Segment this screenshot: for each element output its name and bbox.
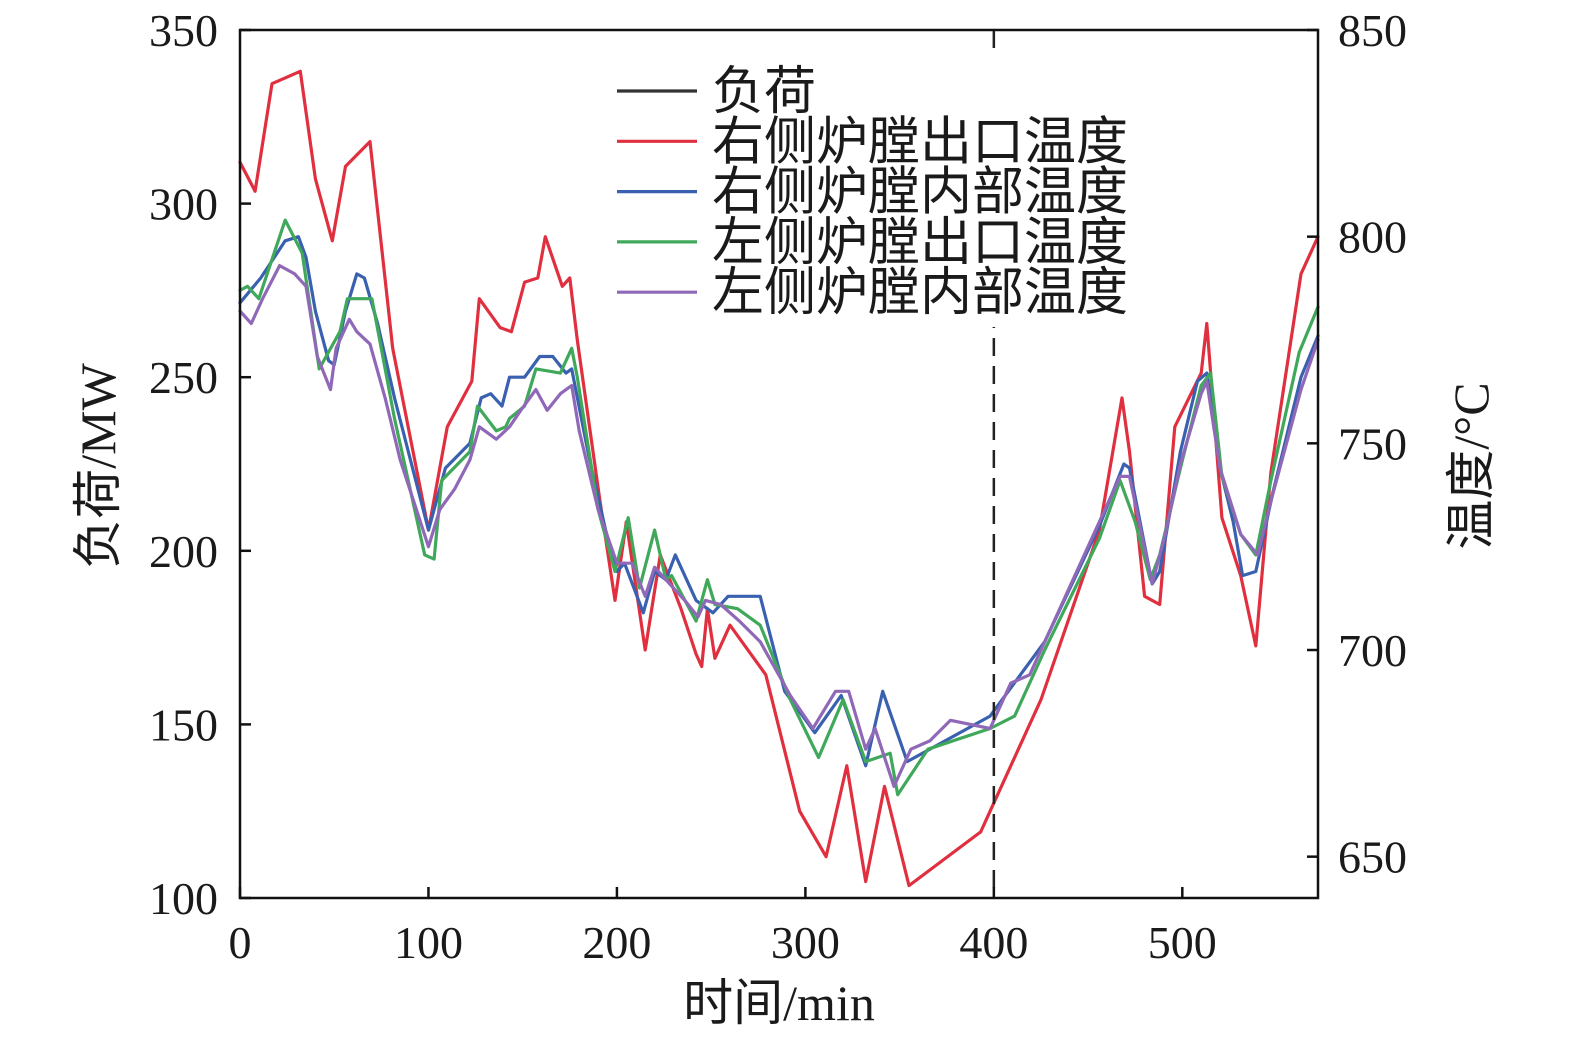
legend-label: 负荷 bbox=[712, 64, 816, 121]
x-tick-label: 100 bbox=[394, 917, 463, 968]
y-tick-label: 200 bbox=[149, 526, 218, 577]
left-furnace-inner-temp-line bbox=[238, 264, 1320, 789]
legend-label: 右侧炉膛内部温度 bbox=[712, 165, 1128, 222]
x-tick-label: 200 bbox=[582, 917, 651, 968]
x-tick-label: 500 bbox=[1148, 917, 1217, 968]
plot-frame bbox=[238, 28, 1320, 900]
legend-background bbox=[605, 52, 1157, 327]
y-tick-label: 250 bbox=[149, 352, 218, 403]
x-tick-label: 0 bbox=[229, 917, 252, 968]
y-tick-label: 150 bbox=[149, 699, 218, 750]
y2-tick-label: 650 bbox=[1338, 832, 1407, 883]
right-furnace-inner-temp-line bbox=[238, 235, 1320, 768]
legend-label: 左侧炉膛出口温度 bbox=[712, 215, 1128, 272]
y-axis-title: 负荷/MW bbox=[70, 362, 126, 568]
y-tick-label: 300 bbox=[149, 179, 218, 230]
legend-label: 左侧炉膛内部温度 bbox=[712, 265, 1128, 322]
x-tick-label: 400 bbox=[959, 917, 1028, 968]
y2-axis-title: 温度/°C bbox=[1443, 382, 1499, 549]
y2-tick-label: 800 bbox=[1338, 212, 1407, 263]
x-tick-label: 300 bbox=[771, 917, 840, 968]
y2-tick-label: 700 bbox=[1338, 625, 1407, 676]
y-tick-label: 100 bbox=[149, 873, 218, 924]
left-furnace-outlet-temp-line bbox=[238, 218, 1320, 797]
y2-tick-label: 850 bbox=[1338, 5, 1407, 56]
series-layer bbox=[238, 69, 1320, 888]
x-axis-title: 时间/min bbox=[683, 975, 875, 1031]
y-tick-label: 350 bbox=[149, 5, 218, 56]
y2-tick-label: 750 bbox=[1338, 418, 1407, 469]
legend-label: 右侧炉膛出口温度 bbox=[712, 114, 1128, 171]
